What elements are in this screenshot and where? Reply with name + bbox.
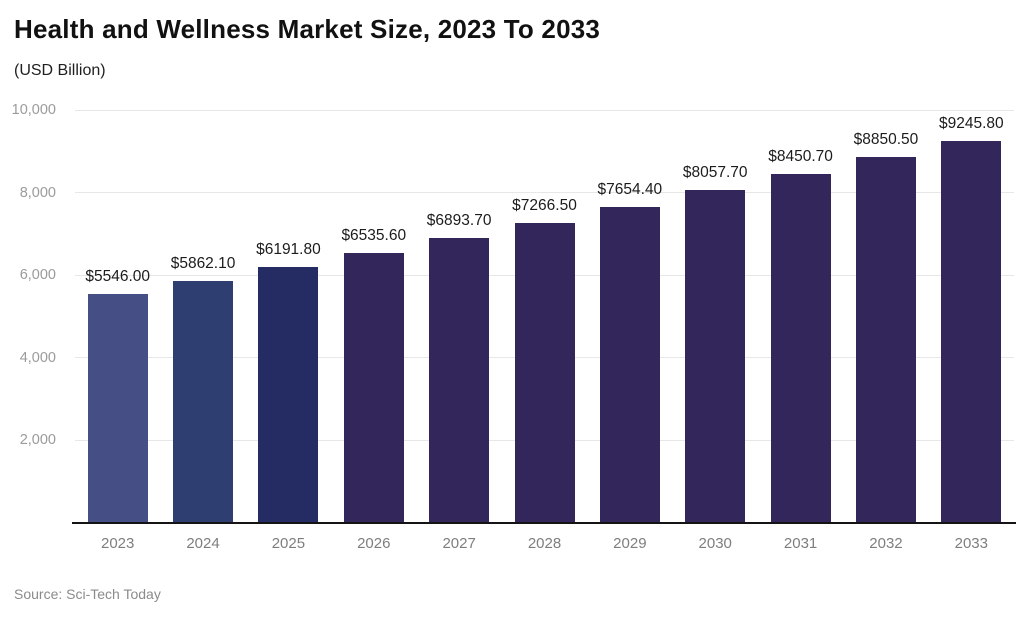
bar-2024 bbox=[173, 280, 234, 523]
bar-2027 bbox=[429, 238, 490, 523]
y-tick-label: 4,000 bbox=[19, 349, 56, 366]
bar-value-label: $7654.40 bbox=[597, 180, 663, 198]
bar-2023 bbox=[87, 293, 148, 523]
bar-2031 bbox=[770, 173, 831, 523]
bar-2025 bbox=[258, 267, 319, 523]
x-tick-label: 2033 bbox=[954, 535, 988, 552]
bar-2028 bbox=[514, 222, 575, 523]
x-tick-label: 2026 bbox=[357, 535, 391, 552]
chart-title: Health and Wellness Market Size, 2023 To… bbox=[14, 14, 601, 44]
gridline bbox=[75, 192, 1014, 194]
bar-value-label: $8850.50 bbox=[853, 131, 919, 149]
x-tick-label: 2027 bbox=[442, 535, 476, 552]
bar-2032 bbox=[855, 157, 916, 523]
bar-value-label: $6535.60 bbox=[341, 227, 407, 245]
y-tick-label: 10,000 bbox=[11, 102, 56, 118]
bar-value-label: $6191.80 bbox=[256, 241, 321, 259]
y-tick-label: 6,000 bbox=[19, 267, 56, 284]
source-note: Source: Sci-Tech Today bbox=[14, 586, 161, 602]
bar-2026 bbox=[343, 253, 404, 523]
x-tick-label: 2025 bbox=[271, 535, 306, 552]
x-tick-label: 2028 bbox=[527, 535, 562, 552]
x-axis-line bbox=[72, 522, 1016, 524]
bar-value-label: $5862.10 bbox=[170, 254, 236, 272]
chart-unit-label: (USD Billion) bbox=[14, 62, 106, 79]
bar-2033 bbox=[941, 141, 1002, 523]
bar-value-label: $9245.80 bbox=[938, 115, 1004, 133]
gridline bbox=[75, 109, 1014, 111]
bar-value-label: $7266.50 bbox=[512, 196, 577, 214]
bar-2029 bbox=[599, 206, 660, 523]
y-tick-label: 2,000 bbox=[19, 432, 56, 449]
bar-value-label: $5546.00 bbox=[85, 267, 150, 285]
x-tick-label: 2029 bbox=[613, 535, 647, 552]
x-tick-label: 2030 bbox=[698, 535, 732, 552]
bar-value-label: $6893.70 bbox=[426, 212, 492, 230]
y-tick-label: 8,000 bbox=[19, 184, 56, 201]
bar-value-label: $8057.70 bbox=[682, 164, 748, 182]
x-tick-label: 2031 bbox=[783, 535, 818, 552]
x-tick-label: 2024 bbox=[186, 535, 220, 552]
bar-2030 bbox=[685, 190, 746, 523]
x-tick-label: 2032 bbox=[869, 535, 903, 552]
bar-value-label: $8450.70 bbox=[768, 147, 833, 165]
x-tick-label: 2023 bbox=[100, 535, 135, 552]
